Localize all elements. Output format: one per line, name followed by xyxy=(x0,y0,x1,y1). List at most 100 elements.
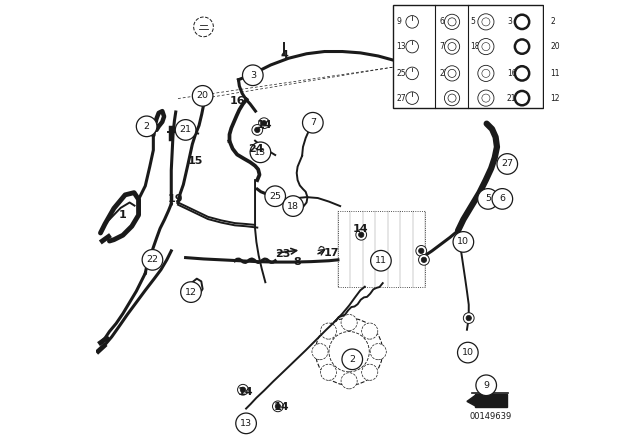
Circle shape xyxy=(240,387,246,392)
Text: 11: 11 xyxy=(550,69,560,78)
Circle shape xyxy=(180,282,201,302)
Circle shape xyxy=(321,323,337,339)
Circle shape xyxy=(444,90,460,106)
Circle shape xyxy=(341,314,357,331)
Circle shape xyxy=(448,18,456,26)
Circle shape xyxy=(255,127,260,133)
Circle shape xyxy=(453,232,474,252)
Text: 18: 18 xyxy=(470,42,480,51)
Circle shape xyxy=(250,142,271,163)
Text: 28: 28 xyxy=(449,59,464,69)
Text: 20: 20 xyxy=(196,91,209,100)
Circle shape xyxy=(458,342,478,363)
Circle shape xyxy=(492,189,513,209)
Circle shape xyxy=(261,121,267,126)
Circle shape xyxy=(464,239,470,245)
Circle shape xyxy=(259,118,269,129)
Text: 14: 14 xyxy=(257,121,273,130)
Circle shape xyxy=(312,344,328,360)
Circle shape xyxy=(419,248,424,254)
Text: 11: 11 xyxy=(375,256,387,265)
Text: 1: 1 xyxy=(119,210,127,220)
Text: 00149639: 00149639 xyxy=(469,412,511,421)
Text: 14: 14 xyxy=(274,402,290,412)
Circle shape xyxy=(283,196,303,216)
Circle shape xyxy=(477,189,499,209)
Circle shape xyxy=(557,14,573,30)
Circle shape xyxy=(252,125,262,135)
Text: 10: 10 xyxy=(462,348,474,357)
Circle shape xyxy=(316,318,383,385)
Circle shape xyxy=(557,90,573,106)
Circle shape xyxy=(416,246,427,256)
Text: 4: 4 xyxy=(280,50,288,60)
Bar xyxy=(338,211,426,287)
Text: 12: 12 xyxy=(185,288,197,297)
Text: 2: 2 xyxy=(143,122,150,131)
Circle shape xyxy=(371,250,391,271)
Circle shape xyxy=(193,86,213,106)
Text: 7: 7 xyxy=(310,118,316,127)
Text: 22: 22 xyxy=(147,255,159,264)
Circle shape xyxy=(448,43,456,51)
Circle shape xyxy=(476,375,497,396)
Circle shape xyxy=(562,43,570,51)
Text: 2: 2 xyxy=(550,17,556,26)
Text: 5: 5 xyxy=(485,194,491,203)
Circle shape xyxy=(341,373,357,389)
Circle shape xyxy=(482,18,490,26)
Circle shape xyxy=(370,344,387,360)
Circle shape xyxy=(482,94,490,102)
Polygon shape xyxy=(475,394,508,407)
Circle shape xyxy=(275,404,280,409)
Circle shape xyxy=(356,229,367,240)
Text: 26: 26 xyxy=(449,46,464,56)
Circle shape xyxy=(444,39,460,54)
Text: 24: 24 xyxy=(248,144,264,154)
Circle shape xyxy=(321,364,337,380)
Circle shape xyxy=(406,67,419,80)
Text: 12: 12 xyxy=(550,94,560,103)
Circle shape xyxy=(342,349,362,370)
Text: 17: 17 xyxy=(323,248,339,258)
Text: 9: 9 xyxy=(396,17,401,26)
Circle shape xyxy=(482,69,490,78)
Circle shape xyxy=(142,250,163,270)
Text: 5: 5 xyxy=(470,17,476,26)
Bar xyxy=(392,5,543,108)
Text: 3: 3 xyxy=(250,71,256,80)
Text: 19: 19 xyxy=(168,194,183,204)
Circle shape xyxy=(461,237,472,247)
Polygon shape xyxy=(467,394,477,407)
Circle shape xyxy=(466,315,472,321)
Text: 6: 6 xyxy=(499,194,506,203)
Circle shape xyxy=(482,43,490,51)
Text: 15: 15 xyxy=(188,156,203,166)
Text: 25: 25 xyxy=(269,192,281,201)
Circle shape xyxy=(562,18,570,26)
Circle shape xyxy=(448,94,456,102)
Text: 2: 2 xyxy=(349,355,355,364)
Circle shape xyxy=(273,401,284,412)
Circle shape xyxy=(362,323,378,339)
Text: 3: 3 xyxy=(507,17,512,26)
Text: 13: 13 xyxy=(240,419,252,428)
Circle shape xyxy=(243,65,263,86)
Circle shape xyxy=(406,92,419,104)
Circle shape xyxy=(557,39,573,55)
Circle shape xyxy=(478,65,494,82)
Circle shape xyxy=(444,66,460,81)
Text: 7: 7 xyxy=(439,42,444,51)
Text: 13: 13 xyxy=(396,42,406,51)
Text: 27: 27 xyxy=(396,94,406,103)
Circle shape xyxy=(562,94,570,102)
Text: 14: 14 xyxy=(237,388,253,397)
Text: 14: 14 xyxy=(353,224,368,234)
Circle shape xyxy=(236,413,257,434)
Circle shape xyxy=(444,14,460,30)
Text: 6: 6 xyxy=(439,17,444,26)
Text: 21: 21 xyxy=(180,125,191,134)
Circle shape xyxy=(406,40,419,53)
Text: 25: 25 xyxy=(396,69,406,78)
Text: 20: 20 xyxy=(550,42,560,51)
